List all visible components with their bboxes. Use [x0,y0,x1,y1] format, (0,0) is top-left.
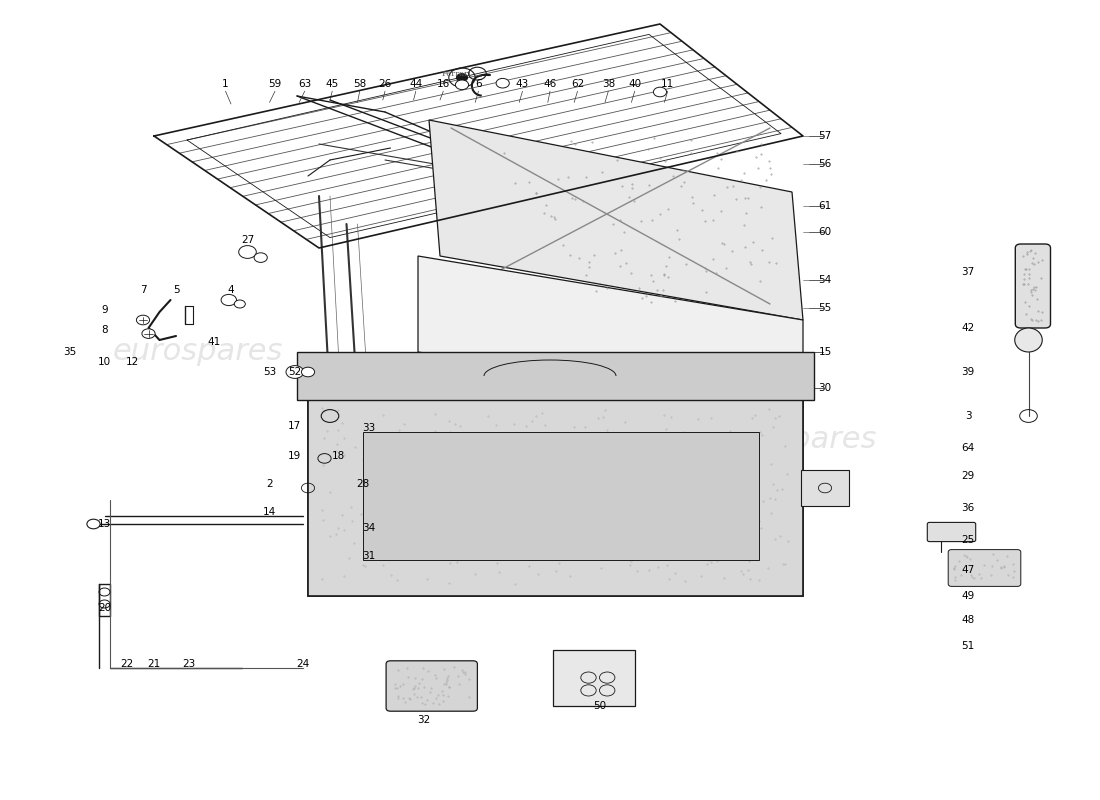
Polygon shape [308,400,803,596]
Text: 1: 1 [222,79,229,89]
Text: 50: 50 [593,701,606,710]
Text: 48: 48 [961,615,975,625]
Text: 34: 34 [362,523,375,533]
Circle shape [653,87,667,97]
Polygon shape [429,120,803,320]
Text: 10: 10 [98,357,111,366]
Text: 49: 49 [961,591,975,601]
Text: 31: 31 [362,551,375,561]
Polygon shape [363,432,759,560]
Text: 43: 43 [516,79,529,89]
Text: 13: 13 [98,519,111,529]
Circle shape [136,315,150,325]
Circle shape [87,519,100,529]
Text: 24: 24 [296,659,309,669]
Text: 9: 9 [101,306,108,315]
Circle shape [456,74,468,82]
Text: 39: 39 [961,367,975,377]
Text: 30: 30 [818,383,832,393]
Text: 47: 47 [961,566,975,575]
Text: 41: 41 [208,338,221,347]
Text: Ferrari: Ferrari [441,70,472,78]
FancyBboxPatch shape [386,661,477,711]
FancyBboxPatch shape [927,522,976,542]
Polygon shape [297,352,814,400]
Text: 8: 8 [101,326,108,335]
Text: 63: 63 [298,79,311,89]
Text: 22: 22 [120,659,133,669]
Text: 7: 7 [140,286,146,295]
Polygon shape [308,376,803,400]
Text: 56: 56 [818,159,832,169]
Text: 64: 64 [961,443,975,453]
Circle shape [496,78,509,88]
Circle shape [254,253,267,262]
Text: 29: 29 [961,471,975,481]
Text: 44: 44 [409,79,422,89]
Text: 53: 53 [263,367,276,377]
Circle shape [234,300,245,308]
Text: 45: 45 [326,79,339,89]
Circle shape [286,366,304,378]
Text: 37: 37 [961,267,975,277]
Circle shape [301,367,315,377]
Text: 21: 21 [147,659,161,669]
Text: eurospares: eurospares [113,338,283,366]
Text: 40: 40 [628,79,641,89]
Text: 26: 26 [378,79,392,89]
Text: 2: 2 [266,479,273,489]
Text: 16: 16 [437,79,450,89]
Text: 25: 25 [961,535,975,545]
Text: 33: 33 [362,423,375,433]
Text: 32: 32 [417,715,430,725]
Text: 11: 11 [661,79,674,89]
Text: 23: 23 [183,659,196,669]
FancyBboxPatch shape [1015,244,1050,328]
Text: 61: 61 [818,202,832,211]
Text: 46: 46 [543,79,557,89]
Text: 20: 20 [98,603,111,613]
Text: 42: 42 [961,323,975,333]
Text: 58: 58 [353,79,366,89]
Ellipse shape [1014,328,1043,352]
Text: 28: 28 [356,479,370,489]
Text: 55: 55 [818,303,832,313]
Text: 35: 35 [63,347,76,357]
Text: 19: 19 [288,451,301,461]
Text: 57: 57 [818,131,832,141]
Text: 59: 59 [268,79,282,89]
Text: 4: 4 [228,286,234,295]
Text: 51: 51 [961,641,975,650]
Text: 60: 60 [818,227,832,237]
Text: 6: 6 [475,79,482,89]
Text: 36: 36 [961,503,975,513]
Text: 27: 27 [241,235,254,245]
Text: 3: 3 [965,411,971,421]
Text: 12: 12 [125,357,139,366]
FancyBboxPatch shape [948,550,1021,586]
Text: eurospares: eurospares [707,426,877,454]
Circle shape [221,294,236,306]
FancyBboxPatch shape [553,650,635,706]
Text: 17: 17 [288,421,301,430]
Polygon shape [418,256,803,408]
Text: 14: 14 [263,507,276,517]
FancyBboxPatch shape [801,470,849,506]
Text: 62: 62 [571,79,584,89]
Text: 18: 18 [332,451,345,461]
Text: 5: 5 [173,286,179,295]
Circle shape [455,80,469,90]
Text: 38: 38 [602,79,615,89]
Circle shape [142,329,155,338]
Circle shape [239,246,256,258]
Text: 15: 15 [818,347,832,357]
Text: 54: 54 [818,275,832,285]
Text: 52: 52 [288,367,301,377]
